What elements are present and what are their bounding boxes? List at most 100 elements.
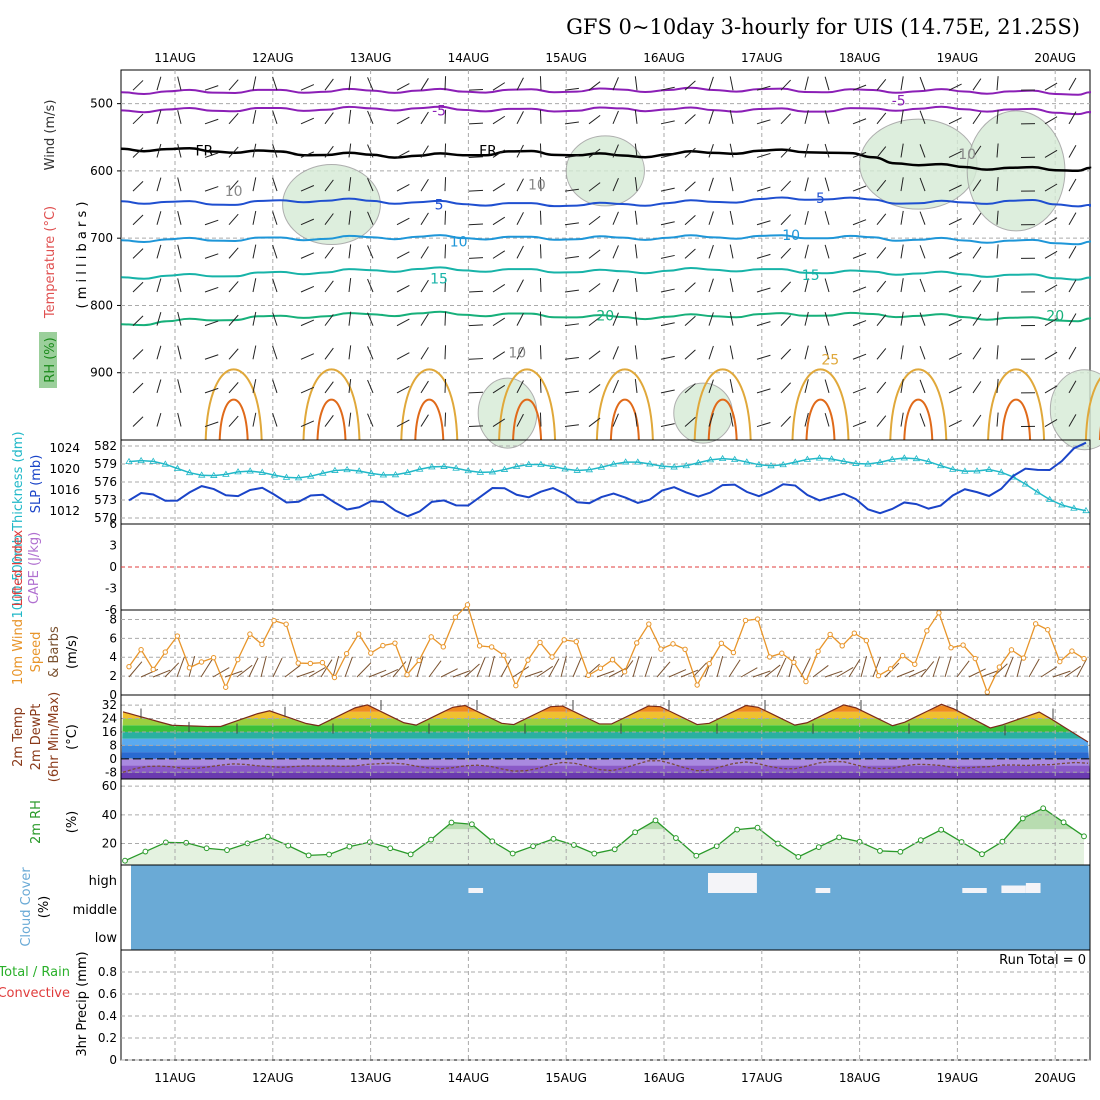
wind-barb <box>972 347 982 360</box>
wind10-marker <box>162 649 168 655</box>
wind-barb <box>132 382 144 394</box>
wind-barb <box>204 387 219 394</box>
wind-barb <box>948 419 962 427</box>
wind-barb <box>972 280 982 293</box>
thickness-marker <box>767 462 775 469</box>
wind-barb <box>252 379 257 394</box>
wind-barb <box>612 346 619 360</box>
temp2m-line <box>122 703 1089 743</box>
wind-barb <box>780 247 792 259</box>
rh2m-marker <box>122 857 128 864</box>
wind-barb <box>539 345 542 360</box>
wind-barb <box>468 290 484 293</box>
wind10-barb <box>536 665 554 678</box>
wind-barb <box>996 109 999 124</box>
wind-barb <box>177 110 182 124</box>
wind-barb <box>156 177 162 192</box>
wind-barb <box>876 146 887 158</box>
wind-barb <box>919 278 926 293</box>
wind-barb <box>708 211 714 225</box>
wind-barb <box>300 218 315 226</box>
wind10-marker <box>851 630 858 636</box>
wind-barb <box>252 345 257 360</box>
cloud-level-label: middle <box>73 903 117 918</box>
wind10-marker <box>706 661 712 667</box>
thickness-marker <box>331 466 339 473</box>
thickness-marker <box>621 458 630 465</box>
wind-barb <box>900 109 904 124</box>
wind-barb <box>660 154 675 158</box>
wind-barb <box>367 346 374 360</box>
wind-barb <box>539 210 542 225</box>
isotherm-25 <box>595 368 654 441</box>
wind-barb <box>204 253 219 259</box>
wind10-tick-label: 0 <box>109 688 117 702</box>
wind10-marker <box>754 616 761 622</box>
thickness-marker <box>222 470 230 477</box>
wind-barb <box>708 278 714 293</box>
thickness-marker <box>682 461 690 469</box>
wind10-marker <box>1057 658 1063 665</box>
wind-barb <box>804 211 809 225</box>
contour-label: 10 <box>958 147 976 163</box>
wind10-label-3: & Barbs <box>47 626 62 678</box>
wind10-barb <box>380 668 399 678</box>
temp2m-tick-label: 16 <box>102 725 117 739</box>
wind10-marker <box>1069 648 1075 654</box>
wind-barb <box>852 185 867 192</box>
wind10-marker <box>948 644 954 651</box>
wind10-marker <box>380 642 386 649</box>
contour-labels: -5 -5 FR FR 5 5 10 10 15 15 20 20 25 10 10 10 10 <box>195 93 1064 368</box>
wind-barb <box>492 82 506 91</box>
wind-barb <box>804 345 809 360</box>
wind-barb <box>300 252 315 259</box>
thickness-marker <box>500 465 509 472</box>
upper-temp-label: Temperature (°C) <box>43 206 58 319</box>
wind-barb <box>588 215 601 226</box>
stability-tick-label: -3 <box>105 582 117 596</box>
wind-barb <box>708 244 714 259</box>
wind-barb <box>348 210 352 225</box>
wind-barb <box>396 83 410 91</box>
wind-barb <box>996 177 999 192</box>
wind-barb <box>919 413 926 427</box>
wind-barb <box>348 109 352 124</box>
wind-barb <box>516 380 524 394</box>
wind10-marker <box>186 665 193 671</box>
wind10-marker <box>597 665 604 671</box>
wind-barb <box>900 278 904 293</box>
wind-barb <box>132 248 144 259</box>
isotherm-5 <box>121 196 1092 208</box>
wind-barb <box>852 151 867 158</box>
wind-barb <box>804 177 809 192</box>
thickness-marker <box>537 460 545 467</box>
thickness-marker <box>718 454 727 462</box>
wind-barb <box>852 252 867 259</box>
wind10-series <box>126 602 1087 695</box>
wind-barb <box>660 389 675 394</box>
wind-barb <box>1068 279 1077 293</box>
wind-barb <box>324 213 334 226</box>
wind-barb <box>919 76 926 91</box>
wind-barb <box>132 180 144 192</box>
wind-barb <box>708 76 714 91</box>
wind-barb <box>420 145 429 158</box>
wind10-barb <box>896 669 915 678</box>
wind-barb <box>634 109 638 124</box>
wind-barb <box>1044 351 1058 360</box>
wind-barb <box>684 248 696 259</box>
temp2m-label-2: 2m DewPt <box>29 704 44 771</box>
thickness-marker <box>476 468 485 475</box>
wind-barb <box>516 346 524 360</box>
wind-barb <box>588 81 601 91</box>
wind-barb <box>396 150 410 158</box>
wind-barb <box>876 179 887 192</box>
wind10-barb <box>272 657 283 678</box>
pressure-tick-label: 900 <box>90 366 113 380</box>
wind-barb <box>708 144 714 158</box>
precip-total-label: Total / Rain <box>0 965 70 980</box>
wind-barb <box>684 181 696 192</box>
wind-barb <box>564 390 579 394</box>
wind-barb <box>612 144 619 158</box>
wind10-marker <box>537 639 543 646</box>
